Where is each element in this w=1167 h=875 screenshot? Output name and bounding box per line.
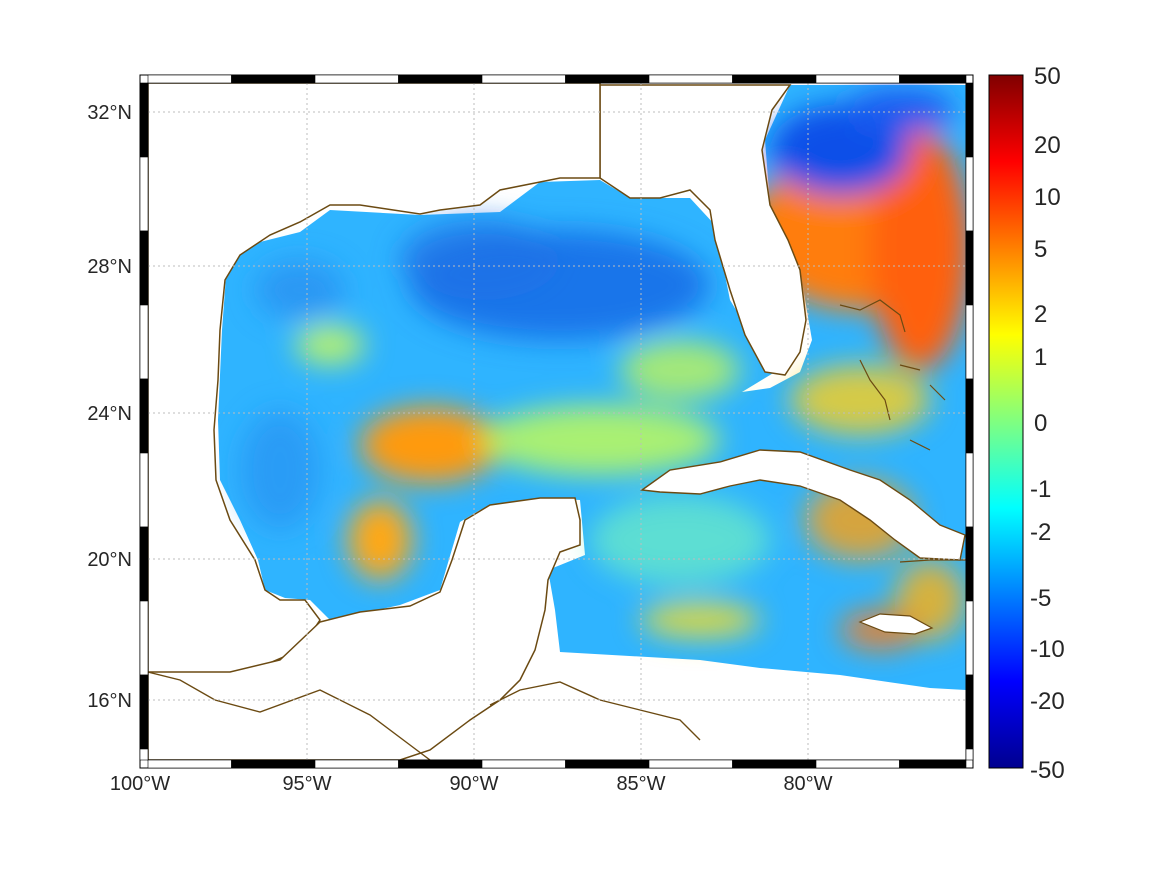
land-bahamas (839, 299, 946, 451)
frame-segment (139, 452, 149, 528)
land-florida (599, 84, 807, 376)
frame-segment (481, 74, 566, 84)
frame-segment (398, 74, 483, 84)
lon-axis-labels: 100°W 95°W 90°W 85°W 80°W (110, 773, 833, 795)
frame-segment (139, 526, 149, 602)
colorbar-tick-label: -5 (1030, 585, 1051, 612)
land-jamaica (858, 613, 934, 635)
frame-segment (732, 759, 817, 769)
frame-segment (732, 74, 817, 84)
colorbar-tick-label: -50 (1030, 757, 1065, 784)
field-patterns (240, 88, 966, 650)
frame-segment (965, 526, 974, 602)
colorbar-tick-label: 20 (1034, 132, 1061, 159)
frame-segment (965, 230, 974, 306)
frame-segment (965, 452, 974, 528)
frame-segment (231, 74, 316, 84)
grid-lines (148, 83, 966, 760)
colorbar-labels: 50 20 10 5 2 1 0 -1 -2 -5 -10 -20 -50 (1030, 63, 1065, 784)
lon-tick-label: 90°W (449, 773, 498, 795)
lat-tick-label: 24°N (87, 403, 132, 425)
frame-segment (965, 82, 974, 158)
colorbar-tick-label: 10 (1034, 184, 1061, 211)
frame-segment (481, 759, 566, 769)
frame-segment (139, 674, 149, 750)
colorbar-tick-label: 50 (1034, 63, 1061, 90)
frame-segment (398, 759, 483, 769)
colorbar-tick-label: 1 (1034, 344, 1047, 371)
frame-segment (139, 304, 149, 380)
colorbar-tick-label: 5 (1034, 236, 1047, 263)
colorbar-tick-label: -2 (1030, 519, 1051, 546)
frame-segment (648, 759, 733, 769)
frame-segment (139, 156, 149, 232)
lat-tick-label: 20°N (87, 549, 132, 571)
colorbar-tick-label: 2 (1034, 301, 1047, 328)
map-area (148, 83, 966, 760)
frame-segment (648, 74, 733, 84)
colorbar-tick-label: -20 (1030, 688, 1065, 715)
frame-segment (147, 74, 232, 84)
frame-segment (965, 748, 974, 761)
land-north-gulf (148, 83, 601, 681)
frame-segment (147, 759, 232, 769)
lon-tick-label: 100°W (110, 773, 170, 795)
colorbar: 50 20 10 5 2 1 0 -1 -2 -5 -10 -20 -50 (988, 63, 1065, 784)
frame-segment (965, 600, 974, 676)
frame-segment (965, 674, 974, 750)
lat-axis-labels: 32°N 28°N 24°N 20°N 16°N (87, 102, 132, 712)
frame-segment (899, 74, 967, 84)
frame-segment (139, 748, 149, 761)
frame-segment (565, 74, 650, 84)
frame-segment (965, 304, 974, 380)
frame-segment (965, 156, 974, 232)
colorbar-tick-label: 0 (1034, 410, 1047, 437)
lat-tick-label: 16°N (87, 690, 132, 712)
land-hispaniola (899, 559, 966, 563)
colorbar-tick-label: -1 (1030, 476, 1051, 503)
lat-tick-label: 28°N (87, 256, 132, 278)
frame-segment (139, 600, 149, 676)
map-frame (139, 74, 974, 769)
frame-segment (965, 378, 974, 454)
lon-tick-label: 95°W (282, 773, 331, 795)
lon-tick-label: 85°W (616, 773, 665, 795)
colorbar-tick-label: -10 (1030, 636, 1065, 663)
colorbar-gradient (988, 74, 1024, 769)
lat-tick-label: 32°N (87, 102, 132, 124)
frame-segment (815, 74, 900, 84)
land-yucatan (148, 497, 581, 760)
frame-segment (565, 759, 650, 769)
frame-segment (139, 230, 149, 306)
frame-segment (314, 74, 399, 84)
frame-segments (139, 74, 974, 769)
frame-segment (231, 759, 316, 769)
frame-segment (815, 759, 900, 769)
frame-segment (139, 378, 149, 454)
lon-tick-label: 80°W (783, 773, 832, 795)
frame-segment (139, 82, 149, 158)
frame-segment (314, 759, 399, 769)
frame-segment (899, 759, 967, 769)
